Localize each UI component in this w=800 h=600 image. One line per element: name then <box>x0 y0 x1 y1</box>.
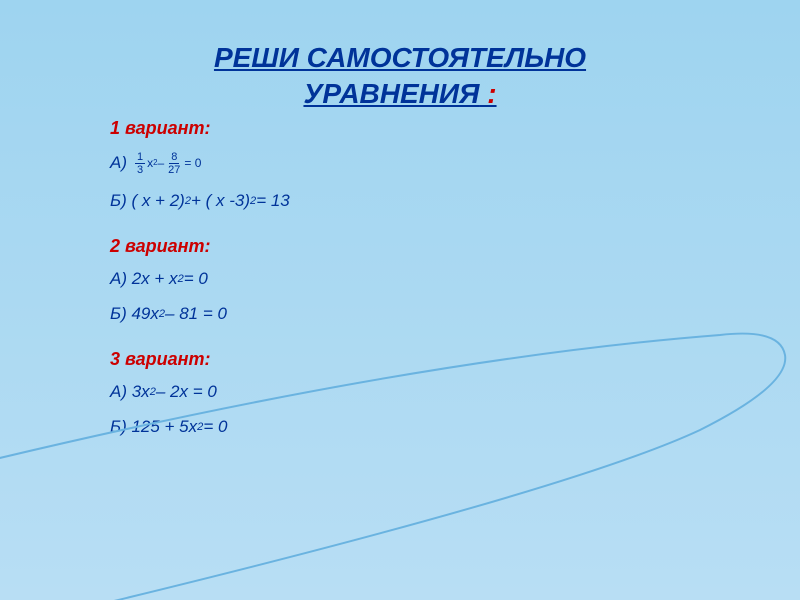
variant-2-label: 2 вариант: <box>110 236 800 257</box>
fraction-2: 8 27 <box>166 151 182 176</box>
variant-3-label: 3 вариант: <box>110 349 800 370</box>
fraction-1: 1 3 <box>135 151 145 176</box>
title-line2: УРАВНЕНИЯ <box>303 78 479 109</box>
variant-2-equation-a: А) 2х + х2 = 0 <box>110 269 800 289</box>
variant-1-equation-a: А) 1 3 x2 – 8 27 = 0 <box>110 151 800 176</box>
title-line1: РЕШИ САМОСТОЯТЕЛЬНО <box>214 42 586 73</box>
fraction-equation: 1 3 x2 – 8 27 = 0 <box>133 151 201 176</box>
variant-2-equation-b: Б) 49х2 – 81 = 0 <box>110 304 800 324</box>
title-colon: : <box>479 78 496 109</box>
eq-label: А) <box>110 153 127 173</box>
page-title: РЕШИ САМОСТОЯТЕЛЬНО УРАВНЕНИЯ : <box>0 0 800 113</box>
variant-1-label: 1 вариант: <box>110 118 800 139</box>
variant-1-equation-b: Б) ( х + 2)2 + ( х -3)2 = 13 <box>110 191 800 211</box>
variant-3-equation-b: Б) 125 + 5х2 = 0 <box>110 417 800 437</box>
variant-3-equation-a: А) 3х2 – 2х = 0 <box>110 382 800 402</box>
content-area: 1 вариант: А) 1 3 x2 – 8 27 = 0 Б) ( х +… <box>0 113 800 437</box>
